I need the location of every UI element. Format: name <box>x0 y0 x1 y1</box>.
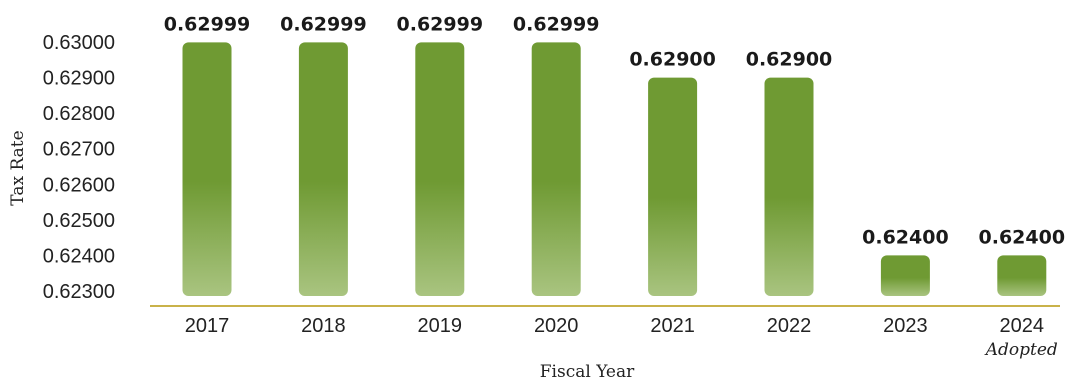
x-tick-label: 2018 <box>301 315 346 337</box>
data-label-2017: 0.62999 <box>164 13 251 35</box>
bar-2023 <box>880 255 930 296</box>
x-tick-label: 2021 <box>650 315 695 337</box>
x-tick-label: 2020 <box>534 315 579 337</box>
x-tick-label: 2017 <box>185 315 230 337</box>
data-label-2023: 0.62400 <box>862 226 949 248</box>
y-tick-label: 0.62500 <box>43 210 115 232</box>
data-label-2021: 0.62900 <box>629 49 716 71</box>
x-tick-label: 2019 <box>418 315 463 337</box>
bar-2018 <box>298 42 348 296</box>
y-tick-label: 0.62900 <box>43 68 115 90</box>
bar-2022 <box>764 77 814 296</box>
bar-2020 <box>531 42 581 296</box>
x-tick-sublabel: Adopted <box>984 340 1058 360</box>
data-label-2019: 0.62999 <box>397 13 484 35</box>
bar-2017 <box>182 42 232 296</box>
x-tick-label: 2022 <box>767 315 812 337</box>
x-axis-title: Fiscal Year <box>540 362 635 382</box>
bar-2024 <box>997 255 1047 296</box>
y-tick-label: 0.62800 <box>43 103 115 125</box>
y-tick-label: 0.62600 <box>43 174 115 196</box>
bar-2021 <box>648 77 698 296</box>
bars-group <box>182 42 1047 296</box>
y-tick-label: 0.62400 <box>43 245 115 267</box>
y-axis-title: Tax Rate <box>8 130 28 205</box>
data-labels-group: 0.62999 0.62999 0.62999 0.62999 0.62900 0.629… <box>164 13 1065 248</box>
x-tick-label: 2024 <box>1000 315 1045 337</box>
x-axis-ticks: 2017 2018 2019 2020 2021 2022 2023 2024 Adopted <box>185 315 1058 360</box>
y-tick-label: 0.62700 <box>43 139 115 161</box>
data-label-2020: 0.62999 <box>513 13 600 35</box>
data-label-2018: 0.62999 <box>280 13 367 35</box>
bar-2019 <box>415 42 465 296</box>
y-axis-ticks: 0.62300 0.62400 0.62500 0.62600 0.62700 0.628… <box>43 32 115 303</box>
data-label-2022: 0.62900 <box>746 49 833 71</box>
y-tick-label: 0.62300 <box>43 281 115 303</box>
data-label-2024: 0.62400 <box>979 226 1066 248</box>
x-tick-label: 2023 <box>883 315 928 337</box>
y-tick-label: 0.63000 <box>43 32 115 54</box>
